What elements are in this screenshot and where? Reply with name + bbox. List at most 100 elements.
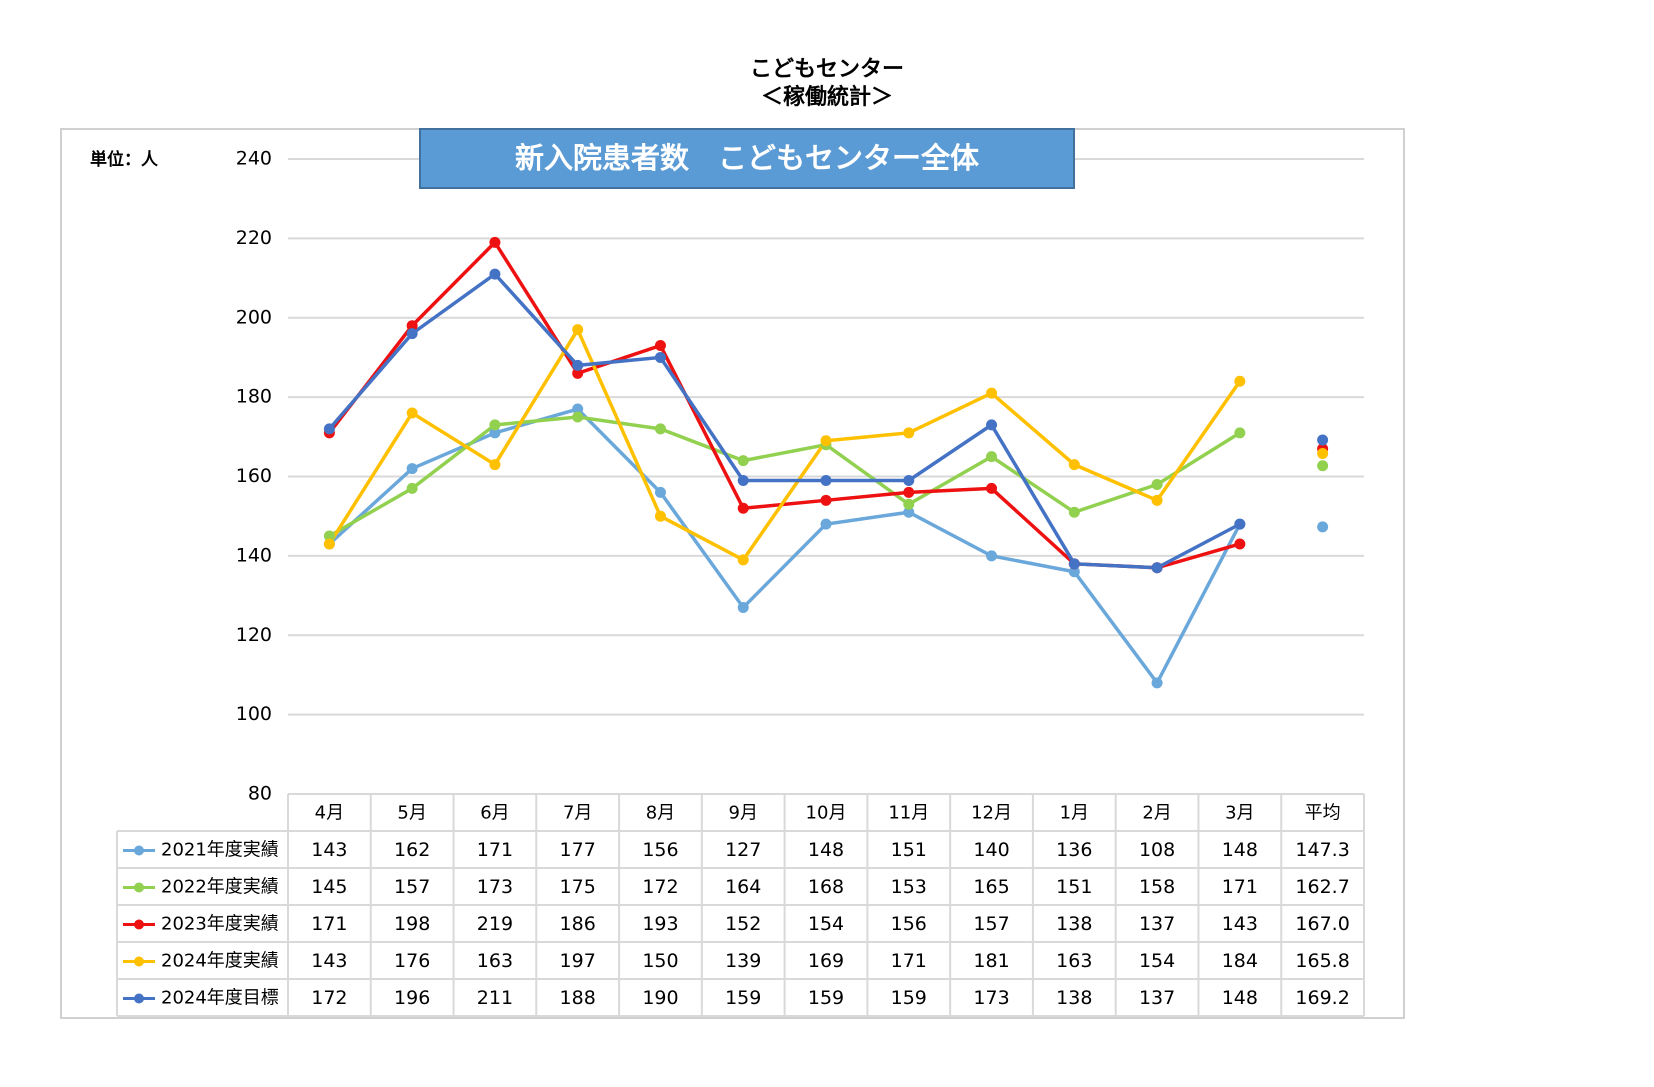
data-point	[406, 482, 418, 494]
chart-frame	[60, 128, 1405, 1019]
table-value: 137	[1139, 913, 1175, 935]
table-value: 157	[394, 876, 430, 898]
data-point	[1068, 558, 1080, 570]
table-value: 172	[311, 987, 347, 1009]
data-point	[489, 427, 501, 439]
x-tick-label: 11月	[888, 803, 929, 824]
table-value: 148	[1222, 839, 1258, 861]
table-value: 151	[891, 839, 927, 861]
y-tick-label: 160	[236, 465, 272, 487]
x-tick-label: 4月	[315, 803, 344, 824]
data-point	[903, 486, 915, 498]
data-point	[986, 451, 998, 463]
legend-marker	[134, 956, 144, 967]
x-tick-label: 12月	[971, 803, 1012, 824]
page-subtitle: ＜稼働統計＞	[761, 84, 893, 110]
x-tick-label: 5月	[397, 803, 426, 824]
data-point	[406, 463, 418, 475]
table-value: 148	[808, 839, 844, 861]
data-point	[1151, 478, 1163, 490]
legend-label: 2024年度実績	[161, 951, 279, 972]
table-value: 154	[1139, 950, 1175, 972]
x-tick-label: 1月	[1060, 803, 1089, 824]
data-point	[654, 351, 666, 363]
table-value: 143	[1222, 913, 1258, 935]
table-value: 177	[560, 839, 596, 861]
table-value: 190	[642, 987, 678, 1009]
series-line	[328, 415, 1241, 538]
table-value: 159	[725, 987, 761, 1009]
table-value: 143	[311, 950, 347, 972]
table-value: 138	[1056, 987, 1092, 1009]
table-value: 136	[1056, 839, 1092, 861]
data-point	[489, 419, 501, 431]
data-point	[903, 506, 915, 518]
legend-label: 2023年度実績	[161, 914, 279, 935]
table-value: 175	[560, 876, 596, 898]
table-value: 108	[1139, 839, 1175, 861]
data-point	[572, 367, 584, 379]
data-point	[737, 502, 749, 514]
legend-label: 2022年度実績	[161, 877, 279, 898]
x-tick-label: 9月	[729, 803, 758, 824]
y-tick-label: 100	[236, 703, 272, 725]
data-point	[737, 474, 749, 486]
series-line	[328, 271, 1241, 570]
data-point	[1151, 494, 1163, 506]
table-value: 154	[808, 913, 844, 935]
data-point	[406, 320, 418, 332]
series-line	[327, 325, 1242, 563]
table-value: 163	[477, 950, 513, 972]
table-value: 165.8	[1295, 950, 1349, 972]
plot: 80 100 120 140 160 180 200 220 240 4月 5月 6月 7月 8月 9月 10…	[116, 148, 1365, 1017]
table-value: 176	[394, 950, 430, 972]
table-value: 140	[973, 839, 1009, 861]
table-value: 197	[560, 950, 596, 972]
table-value: 153	[891, 876, 927, 898]
legend-label: 2021年度実績	[161, 840, 279, 861]
x-tick-label: 平均	[1305, 803, 1341, 824]
table-value: 172	[642, 876, 678, 898]
table-value: 167.0	[1295, 913, 1349, 935]
table-value: 127	[725, 839, 761, 861]
table-value: 165	[973, 876, 1009, 898]
data-point	[1317, 447, 1329, 459]
table-value: 186	[560, 913, 596, 935]
data-point	[654, 340, 666, 352]
data-point	[903, 427, 915, 439]
data-point	[572, 359, 584, 371]
data-point	[737, 455, 749, 467]
data-point	[1151, 562, 1163, 574]
y-tick-label: 240	[236, 148, 272, 170]
data-point	[654, 423, 666, 435]
table-value: 162	[394, 839, 430, 861]
table-value: 171	[891, 950, 927, 972]
table-value: 156	[642, 839, 678, 861]
data-point	[323, 423, 335, 435]
table-value: 173	[973, 987, 1009, 1009]
table-value: 150	[642, 950, 678, 972]
data-point	[903, 498, 915, 510]
data-point	[1151, 677, 1163, 689]
legend-marker	[134, 919, 144, 930]
table-value: 171	[1222, 876, 1258, 898]
table-value: 162.7	[1295, 876, 1349, 898]
data-point	[572, 403, 584, 415]
data-point	[986, 482, 998, 494]
table-value: 173	[477, 876, 513, 898]
legend-marker	[134, 882, 144, 893]
data-point	[1234, 518, 1246, 530]
x-tick-label: 10月	[806, 803, 847, 824]
data-point	[323, 538, 335, 550]
data-point	[323, 530, 335, 542]
table-value: 196	[394, 987, 430, 1009]
y-tick-label: 200	[236, 306, 272, 328]
table-value: 147.3	[1295, 839, 1349, 861]
data-point	[1234, 375, 1246, 387]
table-value: 156	[891, 913, 927, 935]
chart-title: 新入院患者数 こどもセンター全体	[515, 141, 980, 175]
y-tick-label: 220	[236, 227, 272, 249]
data-point	[1234, 538, 1246, 550]
data-point	[820, 474, 832, 486]
